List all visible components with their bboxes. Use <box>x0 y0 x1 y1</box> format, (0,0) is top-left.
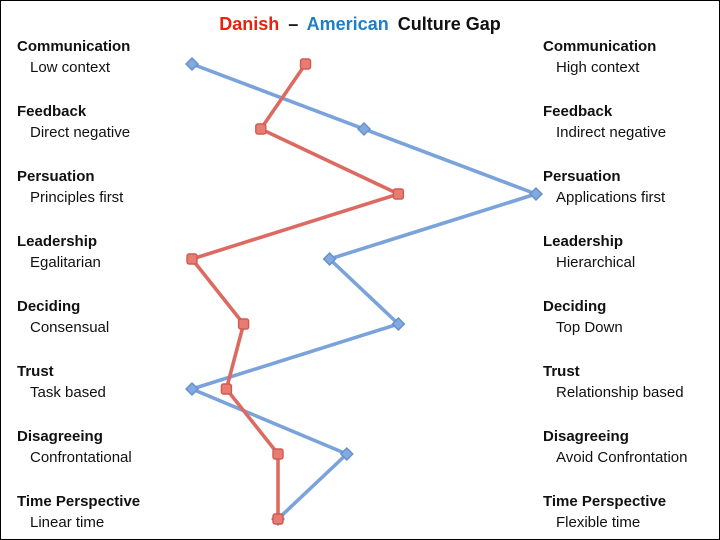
danish-series-line <box>190 62 401 521</box>
danish-data-marker <box>220 383 233 395</box>
category-name: Time Perspective <box>543 493 667 510</box>
category-name: Persuation <box>543 168 621 185</box>
category-label-left: Trust Task based <box>17 362 106 403</box>
category-descriptor-right: Applications first <box>556 189 666 206</box>
category-descriptor-left: Confrontational <box>30 449 132 466</box>
category-label-left: Leadership Egalitarian <box>17 232 101 273</box>
category-label-right: Persuation Applications first <box>543 167 665 208</box>
category-descriptor-right: Relationship based <box>556 384 684 401</box>
title-rest: Culture Gap <box>397 14 501 34</box>
category-descriptor-left: Linear time <box>30 514 105 531</box>
category-label-left: Deciding Consensual <box>17 297 109 338</box>
title-american-word: American <box>306 14 389 34</box>
category-label-right: Disagreeing Avoid Confrontation <box>543 427 687 468</box>
category-descriptor-right: Indirect negative <box>556 124 667 141</box>
category-name: Deciding <box>17 298 81 315</box>
category-descriptor-left: Principles first <box>30 189 124 206</box>
category-descriptor-left: Task based <box>30 384 106 401</box>
danish-data-marker <box>392 188 405 200</box>
american-data-marker <box>185 382 199 396</box>
category-name: Deciding <box>543 298 607 315</box>
category-name: Disagreeing <box>17 428 103 445</box>
category-name: Communication <box>543 38 657 55</box>
danish-data-marker <box>272 448 284 460</box>
category-label-right: Deciding Top Down <box>543 297 623 338</box>
american-series-line <box>190 62 538 521</box>
category-label-right: Time Perspective Flexible time <box>543 492 666 533</box>
category-label-right: Communication High context <box>543 37 656 78</box>
category-label-left: Disagreeing Confrontational <box>17 427 132 468</box>
category-descriptor-left: Direct negative <box>30 124 131 141</box>
category-name: Leadership <box>17 233 98 250</box>
category-name: Trust <box>543 363 580 380</box>
category-label-left: Time Perspective Linear time <box>17 492 140 533</box>
category-descriptor-left: Consensual <box>30 319 110 336</box>
category-descriptor-left: Egalitarian <box>30 254 101 271</box>
category-label-right: Feedback Indirect negative <box>543 102 666 143</box>
american-data-marker <box>529 187 543 201</box>
title-danish-word: Danish <box>219 14 280 34</box>
danish-data-marker <box>299 58 312 70</box>
category-name: Feedback <box>543 103 613 120</box>
american-data-marker <box>357 122 371 136</box>
category-name: Trust <box>17 363 54 380</box>
category-descriptor-right: Hierarchical <box>556 254 636 271</box>
american-data-marker <box>185 57 199 71</box>
category-label-right: Trust Relationship based <box>543 362 684 403</box>
danish-data-marker <box>272 513 284 525</box>
category-name: Communication <box>17 38 131 55</box>
american-data-marker <box>339 447 354 461</box>
american-data-marker <box>391 317 406 331</box>
category-name: Persuation <box>17 168 95 185</box>
category-name: Leadership <box>543 233 624 250</box>
title-dash: – <box>288 14 299 34</box>
american-data-marker <box>322 252 337 266</box>
category-descriptor-right: Top Down <box>556 319 623 336</box>
category-descriptor-left: Low context <box>30 59 111 76</box>
category-label-right: Leadership Hierarchical <box>543 232 635 273</box>
category-descriptor-right: Avoid Confrontation <box>556 449 688 466</box>
danish-data-marker <box>237 318 250 330</box>
category-descriptor-right: Flexible time <box>556 514 641 531</box>
category-name: Feedback <box>17 103 87 120</box>
danish-data-marker <box>186 253 198 265</box>
danish-data-marker <box>255 123 267 135</box>
chart-title: Danish – American Culture Gap <box>1 14 719 35</box>
category-descriptor-right: High context <box>556 59 640 76</box>
category-label-left: Communication Low context <box>17 37 130 78</box>
category-name: Time Perspective <box>17 493 141 510</box>
category-label-left: Feedback Direct negative <box>17 102 130 143</box>
category-label-left: Persuation Principles first <box>17 167 123 208</box>
category-name: Disagreeing <box>543 428 629 445</box>
